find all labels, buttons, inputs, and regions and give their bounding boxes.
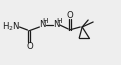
Text: H: H — [56, 17, 62, 24]
Text: O: O — [26, 42, 33, 51]
Text: O: O — [67, 11, 74, 20]
Text: H$_2$N: H$_2$N — [2, 21, 21, 33]
Text: N: N — [39, 20, 46, 28]
Text: H: H — [42, 17, 48, 24]
Text: N: N — [53, 20, 60, 28]
